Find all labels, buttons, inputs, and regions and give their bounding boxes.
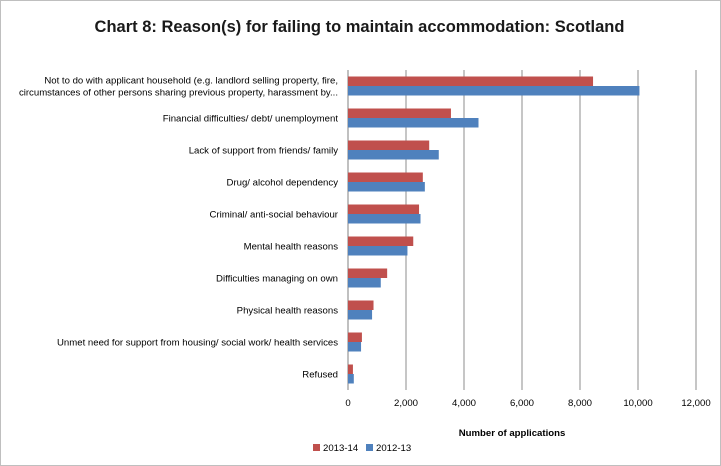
category-labels: Not to do with applicant household (e.g.… <box>19 76 339 381</box>
bar-2013-14 <box>348 300 374 310</box>
bar-2012-13 <box>348 118 479 128</box>
bar-2012-13 <box>348 278 381 288</box>
x-tick-label: 6,000 <box>510 398 534 409</box>
legend: 2013-14 2012-13 <box>313 443 411 454</box>
bars <box>348 76 640 384</box>
category-label: Mental health reasons <box>244 242 339 253</box>
category-label: Drug/ alcohol dependency <box>227 178 339 189</box>
x-tick-label: 2,000 <box>394 398 418 409</box>
category-label: Not to do with applicant household (e.g.… <box>19 76 338 99</box>
x-axis-title: Number of applications <box>459 428 566 439</box>
bar-2013-14 <box>348 108 451 118</box>
x-tick-label: 10,000 <box>623 398 652 409</box>
x-tick-labels: 0 2,000 4,000 6,000 8,000 10,000 12,000 <box>345 398 710 409</box>
category-label: Difficulties managing on own <box>216 274 338 285</box>
legend-swatch <box>366 444 373 451</box>
category-label: Criminal/ anti-social behaviour <box>209 210 338 221</box>
bar-2013-14 <box>348 364 353 374</box>
category-label: Unmet need for support from housing/ soc… <box>57 338 338 349</box>
x-tick-label: 12,000 <box>681 398 710 409</box>
bar-2013-14 <box>348 268 388 278</box>
bar-2012-13 <box>348 150 439 160</box>
legend-swatch <box>313 444 320 451</box>
legend-label: 2012-13 <box>376 443 411 454</box>
bar-2012-13 <box>348 86 640 96</box>
bar-2013-14 <box>348 236 414 246</box>
bar-2013-14 <box>348 204 420 214</box>
bar-2013-14 <box>348 172 423 182</box>
bar-2013-14 <box>348 140 430 150</box>
bar-2013-14 <box>348 76 594 86</box>
bar-2012-13 <box>348 310 373 320</box>
bar-2012-13 <box>348 374 354 384</box>
bar-2012-13 <box>348 214 421 224</box>
category-label: Lack of support from friends/ family <box>189 146 338 157</box>
category-label: Financial difficulties/ debt/ unemployme… <box>163 114 339 125</box>
x-tick-label: 4,000 <box>452 398 476 409</box>
bar-2012-13 <box>348 342 362 352</box>
category-label: Physical health reasons <box>237 306 339 317</box>
bar-2012-13 <box>348 246 408 256</box>
chart-title: Chart 8: Reason(s) for failing to mainta… <box>94 18 625 36</box>
legend-label: 2013-14 <box>323 443 359 454</box>
bar-2013-14 <box>348 332 362 342</box>
x-tick-label: 8,000 <box>568 398 592 409</box>
bar-2012-13 <box>348 182 425 192</box>
category-label: Refused <box>302 370 338 381</box>
x-tick-label: 0 <box>345 398 350 409</box>
